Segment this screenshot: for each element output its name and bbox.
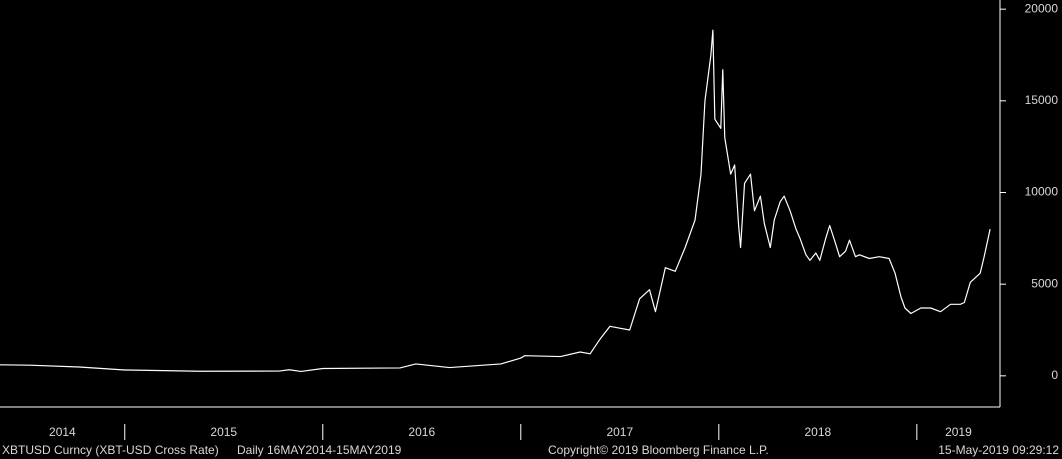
source: Copyright© 2019 Bloomberg Finance L.P. — [548, 443, 769, 457]
timestamp: 15-May-2019 09:29:12 — [938, 443, 1059, 457]
y-tick-label: 20000 — [1025, 1, 1059, 15]
y-tick-label: 10000 — [1025, 185, 1059, 199]
x-tick-label: 2016 — [408, 425, 435, 439]
y-tick-label: 15000 — [1025, 93, 1059, 107]
x-tick-label: 2015 — [210, 425, 237, 439]
chart-subtitle: Daily 16MAY2014-15MAY2019 — [237, 443, 402, 457]
y-tick-label: 5000 — [1031, 276, 1058, 290]
x-tick-label: 2017 — [606, 425, 633, 439]
x-tick-label: 2014 — [49, 425, 76, 439]
x-tick-label: 2018 — [804, 425, 831, 439]
x-tick-label: 2019 — [945, 425, 972, 439]
y-tick-label: 0 — [1051, 368, 1058, 382]
chart-title: XBTUSD Curncy (XBT-USD Cross Rate) — [2, 443, 219, 457]
price-line — [0, 29, 991, 373]
